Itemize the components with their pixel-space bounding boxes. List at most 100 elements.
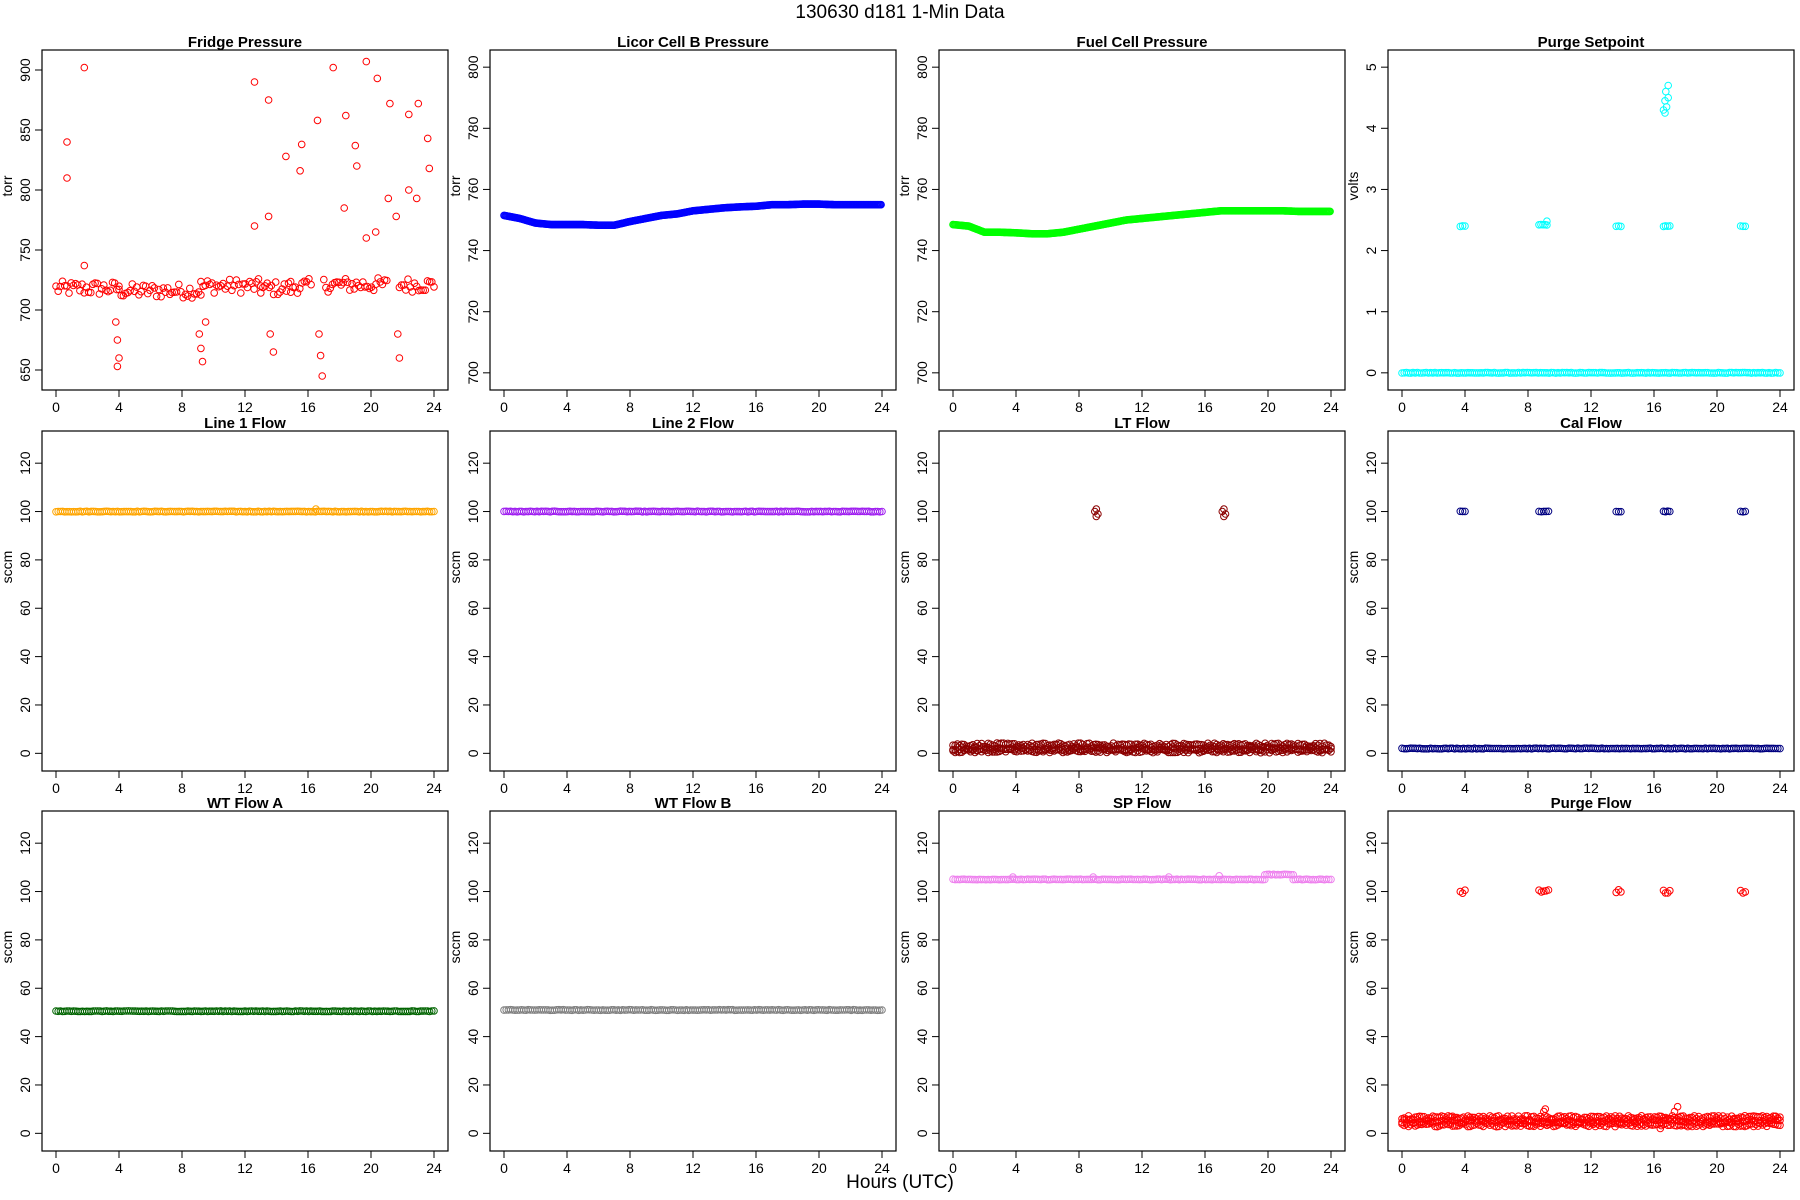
- y-tick-label: 0: [914, 749, 930, 757]
- data-point: [113, 336, 122, 344]
- y-tick-label: 650: [17, 358, 33, 382]
- y-tick-label: 20: [465, 1077, 481, 1093]
- x-tick-label: 4: [115, 780, 123, 796]
- data-point: [1657, 1112, 1666, 1121]
- y-tick-label: 100: [17, 880, 33, 904]
- y-tick-label: 780: [465, 116, 481, 140]
- x-tick-label: 20: [1709, 1160, 1725, 1176]
- y-tick-label: 800: [465, 55, 481, 79]
- data-point: [1325, 741, 1333, 750]
- x-tick-label: 8: [178, 780, 186, 796]
- panel-title: SP Flow: [1113, 795, 1171, 812]
- data-point: [113, 362, 122, 371]
- y-tick-label: 0: [465, 749, 481, 757]
- data-point: [1289, 871, 1297, 879]
- data-point: [60, 282, 69, 290]
- data-point: [425, 278, 434, 286]
- data-point: [383, 276, 391, 285]
- data-point: [1739, 222, 1747, 231]
- data-point: [1776, 1121, 1784, 1130]
- y-tick-label: 1: [1363, 308, 1379, 316]
- data-point: [873, 1006, 882, 1015]
- data-point: [1052, 746, 1061, 754]
- data-point: [1771, 1112, 1780, 1121]
- data-point: [1719, 1112, 1727, 1120]
- data-point: [346, 286, 354, 294]
- data-point: [1736, 886, 1745, 895]
- plot-frame: [489, 430, 897, 772]
- data-point: [1614, 507, 1623, 516]
- data-point: [404, 275, 412, 284]
- data-point: [175, 280, 183, 289]
- data-point: [1215, 872, 1223, 880]
- data-point: [1501, 1114, 1510, 1123]
- data-point: [1261, 875, 1269, 884]
- x-tick-label: 12: [685, 399, 701, 415]
- data-point: [1618, 1114, 1626, 1122]
- data-point: [353, 162, 361, 170]
- y-tick-label: 80: [1363, 552, 1379, 568]
- data-point: [342, 111, 350, 120]
- panel-title: WT Flow A: [207, 795, 283, 812]
- data-point: [1519, 1119, 1527, 1128]
- y-tick-label: 80: [465, 552, 481, 568]
- y-tick-label: 4: [1363, 124, 1379, 132]
- y-tick-label: 700: [914, 361, 930, 385]
- data-point: [166, 290, 174, 299]
- data-point: [1543, 221, 1551, 229]
- data-point: [395, 354, 404, 362]
- data-point: [97, 285, 106, 293]
- y-tick-label: 120: [1363, 451, 1379, 475]
- data-point: [117, 291, 125, 300]
- data-point: [1309, 742, 1318, 750]
- y-tick-label: 80: [914, 552, 930, 568]
- data-point: [1407, 1115, 1415, 1123]
- data-point: [1070, 745, 1078, 754]
- data-point: [1661, 109, 1669, 117]
- data-point: [76, 286, 84, 295]
- y-tick-label: 60: [465, 600, 481, 616]
- data-point: [1149, 748, 1157, 757]
- y-tick-label: 780: [914, 116, 930, 140]
- y-axis-label: sccm: [447, 551, 463, 584]
- data-point: [339, 278, 348, 287]
- data-point: [63, 174, 71, 182]
- data-point: [1736, 222, 1745, 230]
- data-point: [1776, 1113, 1784, 1121]
- plot-frame: [41, 49, 449, 391]
- data-point: [1456, 887, 1465, 896]
- y-tick-label: 0: [1363, 369, 1379, 377]
- y-tick-label: 100: [914, 500, 930, 524]
- y-tick-label: 40: [914, 649, 930, 665]
- data-point: [337, 281, 345, 289]
- data-point: [964, 746, 973, 754]
- x-tick-label: 16: [748, 780, 764, 796]
- x-tick-label: 20: [363, 1160, 379, 1176]
- y-tick-label: 100: [465, 880, 481, 904]
- y-tick-label: 60: [17, 600, 33, 616]
- x-tick-label: 0: [500, 1160, 508, 1176]
- data-point: [181, 290, 190, 299]
- y-tick-label: 800: [17, 178, 33, 202]
- data-point: [1169, 739, 1177, 748]
- data-point: [80, 63, 89, 72]
- data-point: [100, 281, 108, 289]
- data-point: [1534, 1114, 1543, 1123]
- data-point: [1544, 886, 1553, 894]
- data-point: [126, 286, 134, 295]
- data-point: [1537, 507, 1546, 516]
- y-axis-label: sccm: [447, 931, 463, 964]
- y-tick-label: 100: [17, 500, 33, 524]
- data-point: [172, 288, 181, 296]
- data-point: [405, 186, 413, 194]
- x-tick-label: 4: [1461, 780, 1469, 796]
- x-tick-label: 20: [363, 399, 379, 415]
- data-point: [1256, 875, 1265, 884]
- data-point: [1458, 507, 1467, 516]
- x-tick-label: 20: [1709, 399, 1725, 415]
- data-point: [878, 1006, 886, 1014]
- x-tick-label: 16: [748, 1160, 764, 1176]
- y-tick-label: 760: [914, 178, 930, 202]
- data-point: [430, 507, 438, 516]
- panel-5: Line 1 Flow 0 4 8 12 16 20 24 0 20 40 60 80 100 120 scc…: [0, 415, 449, 796]
